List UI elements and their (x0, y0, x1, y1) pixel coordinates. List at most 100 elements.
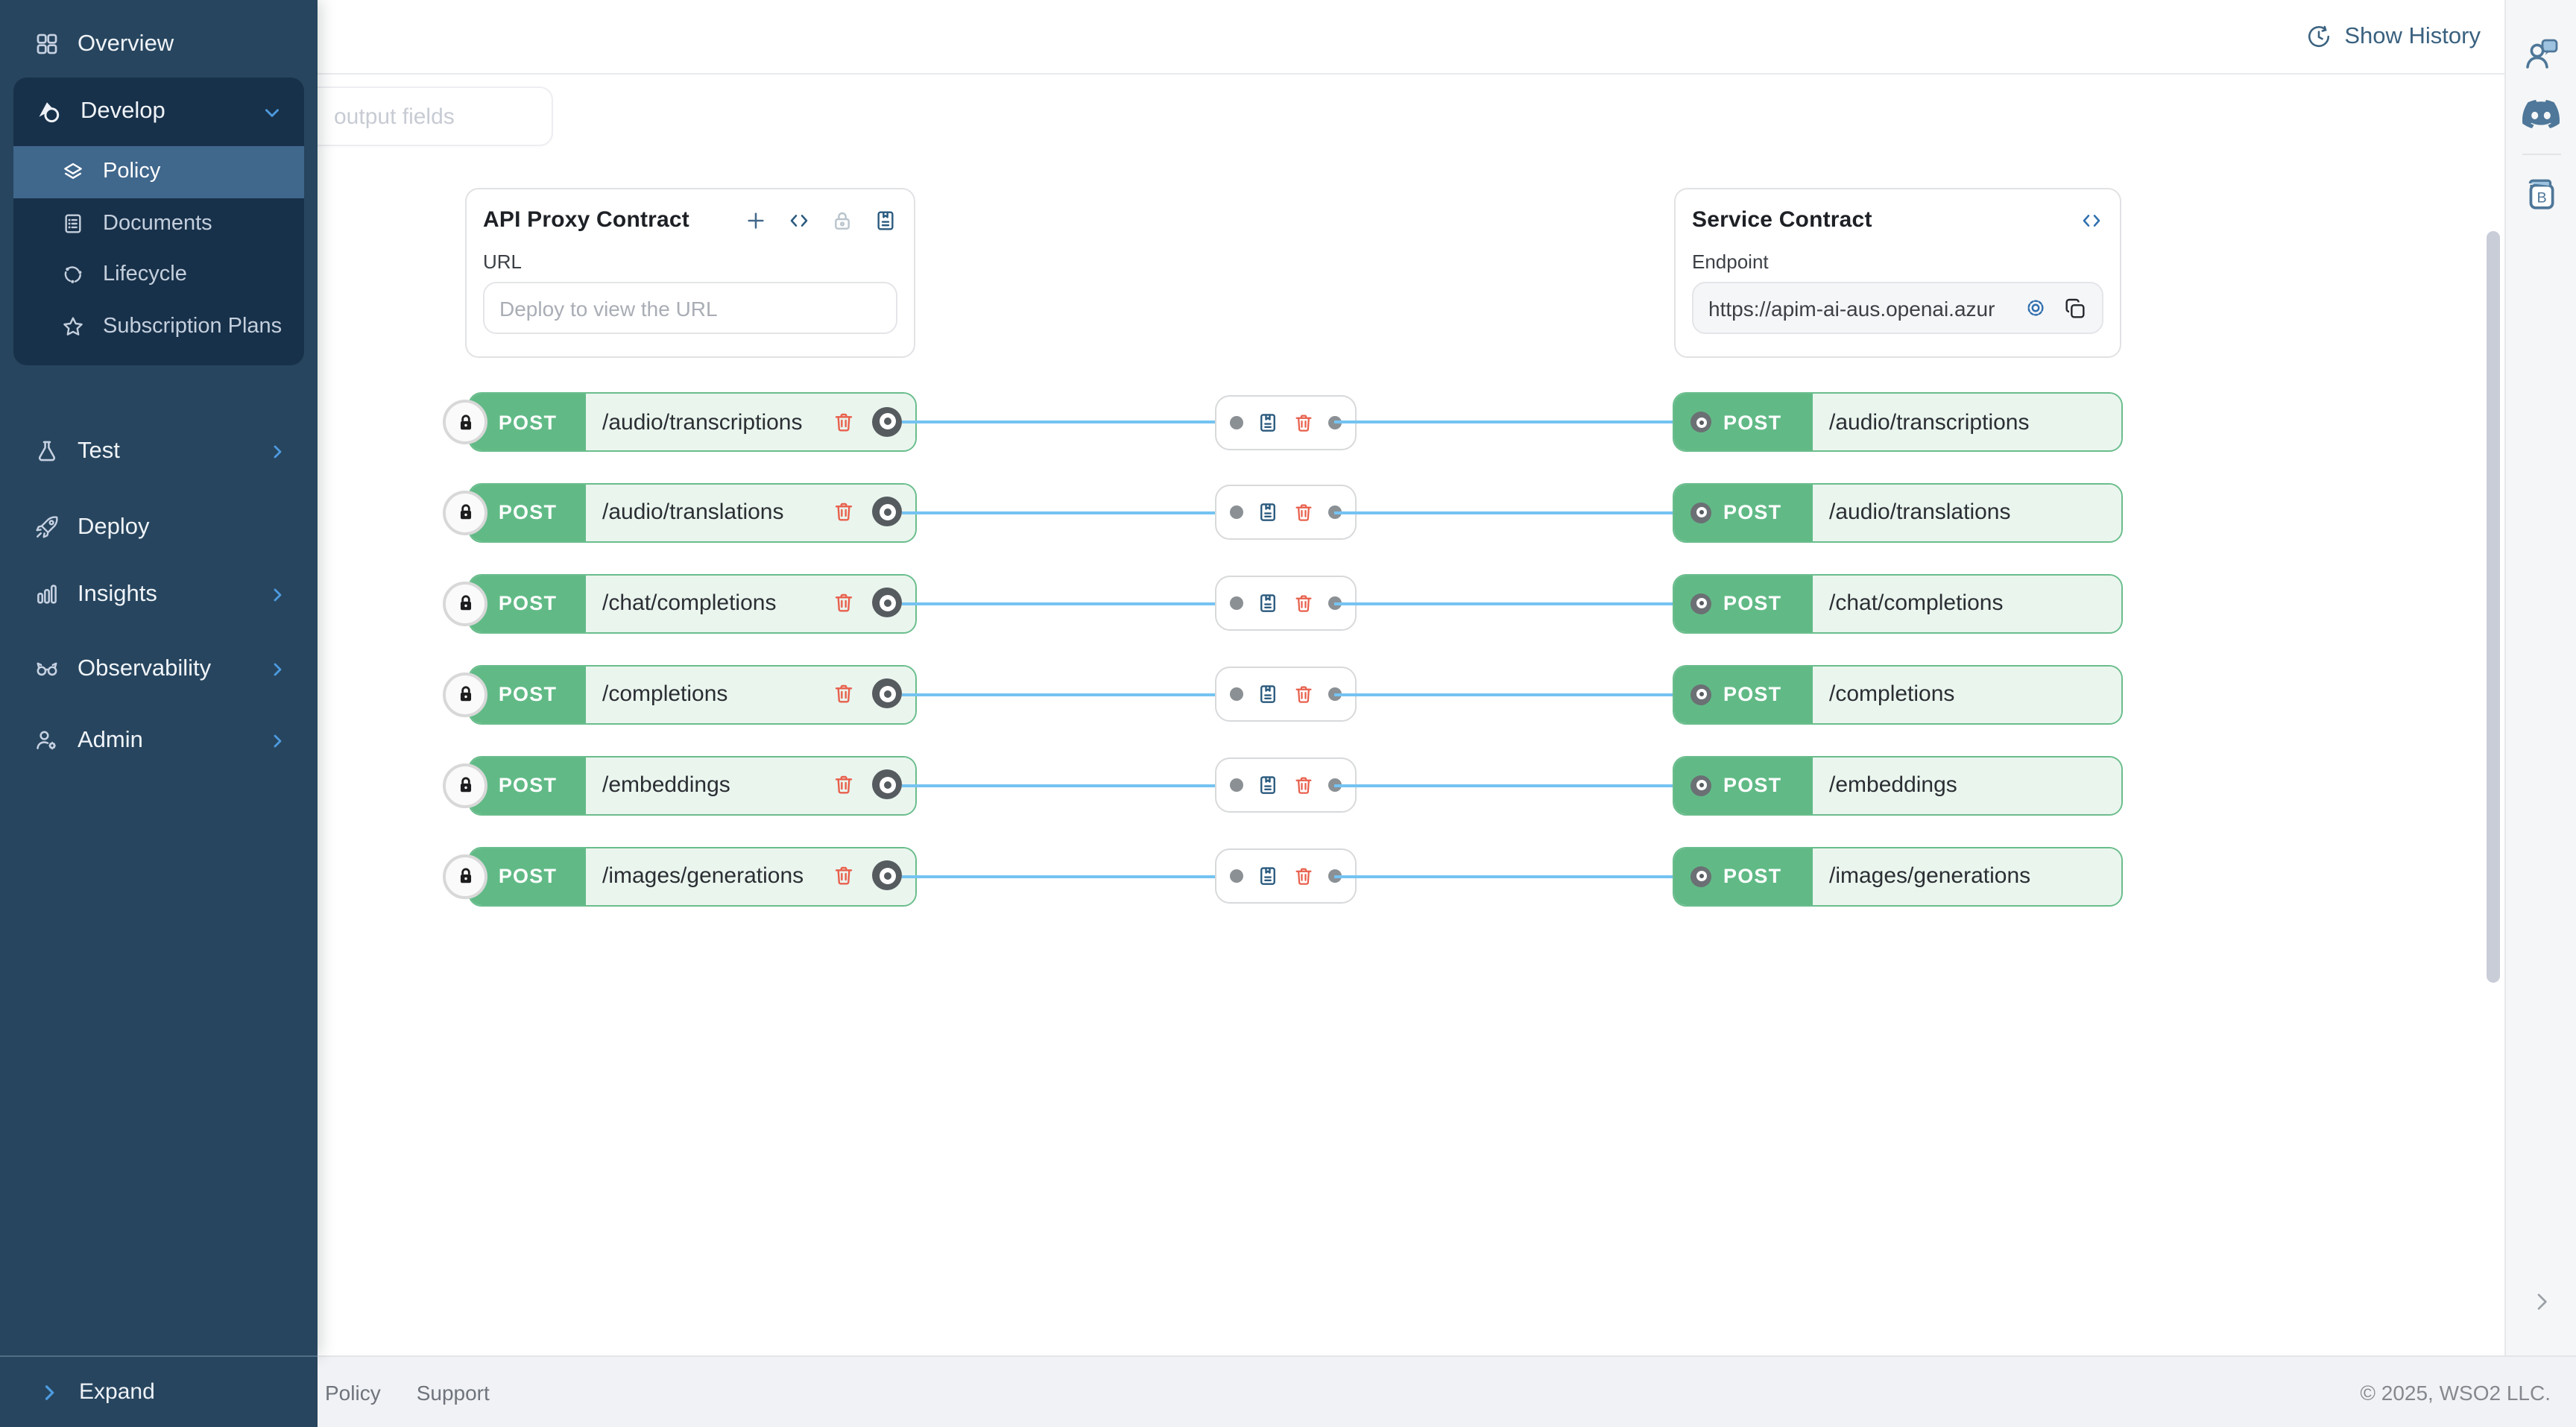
top-header: Show History (318, 0, 2504, 75)
delete-policy-icon[interactable] (1292, 683, 1315, 705)
proxy-resource[interactable]: POST /chat/completions (468, 573, 917, 634)
chevron-right-icon (268, 585, 286, 603)
delete-policy-icon[interactable] (1292, 411, 1315, 433)
connection-port[interactable] (1690, 502, 1711, 523)
connection-port[interactable] (1690, 593, 1711, 614)
connection-port[interactable] (1690, 775, 1711, 796)
footer-link-support[interactable]: Support (416, 1380, 490, 1404)
connection-handle[interactable] (872, 588, 902, 618)
sidebar-item-deploy[interactable]: Deploy (0, 503, 318, 552)
proxy-resource[interactable]: POST /embeddings (468, 755, 917, 816)
show-history-label: Show History (2344, 23, 2481, 48)
docs-book-icon[interactable]: B (2522, 176, 2560, 213)
footer-link-policy[interactable]: Policy (325, 1380, 381, 1404)
sidebar-item-observability[interactable]: Observability (0, 644, 318, 693)
method-badge: POST (470, 666, 586, 723)
sidebar-item-overview[interactable]: Overview (0, 19, 318, 69)
policy-book-icon[interactable] (1257, 502, 1279, 524)
delete-policy-icon[interactable] (1292, 502, 1315, 524)
input-port[interactable] (1230, 505, 1243, 520)
endpoint-value-input[interactable] (1708, 296, 2008, 320)
feedback-person-chat-icon[interactable] (2523, 36, 2559, 72)
input-port[interactable] (1230, 778, 1243, 793)
connection-port[interactable] (1690, 684, 1711, 705)
service-resource[interactable]: POST /chat/completions (1673, 573, 2123, 634)
proxy-url-field[interactable] (483, 282, 897, 334)
method-badge: POST (1723, 774, 1782, 797)
sidebar-item-policy[interactable]: Policy (13, 146, 304, 198)
sidebar-item-lifecycle[interactable]: Lifecycle (13, 249, 304, 300)
service-resource[interactable]: POST /audio/transcriptions (1673, 392, 2123, 452)
service-resource[interactable]: POST /completions (1673, 664, 2123, 725)
proxy-url-input[interactable] (499, 296, 881, 320)
gear-icon[interactable] (2023, 295, 2048, 321)
sidebar-item-test[interactable]: Test (0, 426, 318, 476)
policy-node[interactable] (1215, 485, 1357, 541)
policy-book-icon[interactable] (874, 208, 897, 232)
add-resource-icon[interactable] (744, 208, 768, 232)
method-badge: POST (1723, 683, 1782, 706)
method-badge: POST (470, 394, 586, 450)
delete-resource-icon[interactable] (832, 591, 856, 615)
policy-book-icon[interactable] (1257, 593, 1279, 615)
code-icon[interactable] (2080, 208, 2103, 232)
policy-book-icon[interactable] (1257, 865, 1279, 887)
service-resource[interactable]: POST /audio/translations (1673, 482, 2123, 543)
connection-handle[interactable] (872, 678, 902, 709)
sidebar-item-admin[interactable]: Admin (0, 716, 318, 765)
connection-handle[interactable] (872, 860, 902, 890)
proxy-resource[interactable]: POST /images/generations (468, 846, 917, 906)
delete-resource-icon[interactable] (832, 863, 856, 887)
delete-policy-icon[interactable] (1292, 774, 1315, 796)
delete-policy-icon[interactable] (1292, 865, 1315, 887)
resource-flow-row: POST /embeddings (443, 755, 2279, 816)
policy-book-icon[interactable] (1257, 683, 1279, 705)
sidebar-item-develop[interactable]: Develop (13, 78, 304, 146)
delete-resource-icon[interactable] (832, 409, 856, 433)
service-resource[interactable]: POST /images/generations (1673, 846, 2123, 906)
output-fields-chip[interactable]: output fields (306, 86, 553, 146)
wire-left (902, 784, 1236, 787)
resource-path: /completions (1829, 681, 1955, 708)
connection-handle[interactable] (872, 406, 902, 436)
delete-resource-icon[interactable] (832, 681, 856, 705)
chevron-right-icon (268, 731, 286, 749)
sidebar-item-insights[interactable]: Insights (0, 570, 318, 619)
rail-collapse-chevron-icon[interactable] (2506, 1290, 2576, 1314)
delete-resource-icon[interactable] (832, 772, 856, 796)
connection-port[interactable] (1690, 866, 1711, 886)
show-history-button[interactable]: Show History (2305, 23, 2481, 50)
sidebar-expand-button[interactable]: Expand (0, 1355, 318, 1427)
url-label: URL (483, 251, 523, 273)
vertical-scrollbar[interactable] (2487, 231, 2500, 983)
code-icon[interactable] (787, 208, 811, 232)
policy-node[interactable] (1215, 576, 1357, 631)
proxy-resource[interactable]: POST /audio/translations (468, 482, 917, 543)
delete-policy-icon[interactable] (1292, 593, 1315, 615)
connection-handle[interactable] (872, 769, 902, 800)
policy-node[interactable] (1215, 667, 1357, 722)
proxy-resource[interactable]: POST /completions (468, 664, 917, 725)
resource-path: /audio/transcriptions (1829, 409, 2030, 435)
method-badge: POST (470, 484, 586, 541)
resource-flow-row: POST /completions (443, 664, 2279, 725)
service-resource[interactable]: POST /embeddings (1673, 755, 2123, 816)
input-port[interactable] (1230, 596, 1243, 611)
discord-icon[interactable] (2522, 95, 2560, 133)
sidebar-item-documents[interactable]: Documents (13, 198, 304, 249)
input-port[interactable] (1230, 869, 1243, 883)
policy-book-icon[interactable] (1257, 774, 1279, 796)
copy-icon[interactable] (2063, 296, 2087, 320)
wire-right (1334, 875, 1698, 878)
input-port[interactable] (1230, 415, 1243, 429)
proxy-resource[interactable]: POST /audio/transcriptions (468, 392, 917, 452)
connection-port[interactable] (1690, 412, 1711, 432)
delete-resource-icon[interactable] (832, 500, 856, 524)
policy-book-icon[interactable] (1257, 411, 1279, 433)
connection-handle[interactable] (872, 497, 902, 527)
sidebar-item-subscription-plans[interactable]: Subscription Plans (13, 300, 304, 352)
resource-path: /audio/translations (1829, 500, 2011, 526)
lock-badge (443, 854, 487, 898)
input-port[interactable] (1230, 687, 1243, 702)
resource-flow-row: POST /chat/completions (443, 573, 2279, 634)
